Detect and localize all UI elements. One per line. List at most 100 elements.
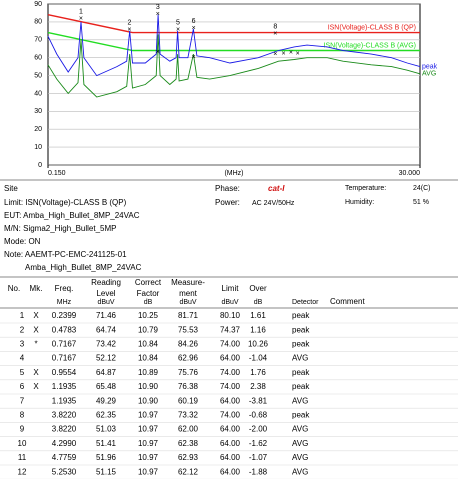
- phase-label: Phase:: [215, 184, 240, 193]
- cell: 3.8220: [52, 411, 77, 420]
- column-header: Freq.: [55, 284, 74, 293]
- cell: 0.2399: [52, 311, 77, 320]
- cell: 80.10: [220, 311, 241, 320]
- cell: 62.38: [178, 439, 199, 448]
- cell: -2.00: [249, 425, 268, 434]
- cell: 0.7167: [52, 354, 77, 363]
- cell: 5.2530: [52, 467, 77, 476]
- marker: ×: [79, 16, 83, 23]
- cell: 74.00: [220, 368, 241, 377]
- phase: cat-I: [268, 184, 285, 193]
- column-header: No.: [8, 284, 20, 293]
- column-header: Over: [249, 284, 267, 293]
- power: AC 24V/50Hz: [252, 200, 295, 207]
- column-header: Limit: [222, 284, 240, 293]
- cell: 51.96: [96, 453, 117, 462]
- cell: peak: [292, 368, 310, 377]
- cell: 75.76: [178, 368, 199, 377]
- cell: 51.03: [96, 425, 117, 434]
- column-header: Reading: [91, 278, 121, 287]
- series-line: [47, 34, 421, 98]
- cell: 1.61: [250, 311, 266, 320]
- cell: 62.93: [178, 453, 199, 462]
- cell: -1.07: [249, 453, 268, 462]
- y-tick-label: 30: [34, 108, 42, 115]
- cell: peak: [292, 311, 310, 320]
- cell: 4.2990: [52, 439, 77, 448]
- cell: 10.97: [138, 439, 159, 448]
- cell: 2.38: [250, 382, 266, 391]
- cell: 64.00: [220, 467, 241, 476]
- note-2: Amba_High_Bullet_8MP_24VAC: [25, 263, 142, 272]
- marker: ×: [156, 49, 160, 56]
- cell: 74.00: [220, 340, 241, 349]
- cell: 49.29: [96, 396, 117, 405]
- cell: 10.79: [138, 325, 159, 334]
- cell: 60.19: [178, 396, 199, 405]
- unit: dBuV: [179, 299, 196, 306]
- cell: 62.35: [96, 411, 117, 420]
- marker: ×: [192, 54, 196, 61]
- unit: dB: [254, 299, 263, 306]
- marker: ×: [289, 49, 293, 56]
- cell: 84.26: [178, 340, 199, 349]
- cell: 1.76: [250, 368, 266, 377]
- cell: AVG: [292, 439, 308, 448]
- marker-label: 2: [127, 20, 131, 27]
- cell: 2: [20, 325, 25, 334]
- cell: 10: [18, 439, 27, 448]
- cell: 76.38: [178, 382, 199, 391]
- cell: 7: [20, 396, 25, 405]
- marker-label: 6: [192, 18, 196, 25]
- cell: 51.15: [96, 467, 117, 476]
- temp-label: Temperature:: [345, 185, 386, 192]
- column-header: Mk.: [30, 284, 43, 293]
- cell: 64.00: [220, 453, 241, 462]
- marker: ×: [273, 31, 277, 38]
- series-line: [47, 31, 420, 52]
- cell: X: [33, 382, 39, 391]
- marker: ×: [192, 25, 196, 32]
- site: Site: [4, 184, 18, 193]
- legend-label: ISN(Voltage)-CLASS B (AVG): [324, 42, 416, 49]
- cell: 10.97: [138, 467, 159, 476]
- unit: dB: [144, 299, 153, 306]
- cell: 0.4783: [52, 325, 77, 334]
- x-axis-label: (MHz): [224, 170, 243, 177]
- cell: 6: [20, 382, 25, 391]
- cell: X: [33, 311, 39, 320]
- cell: 10.90: [138, 382, 159, 391]
- cell: 10.84: [138, 340, 159, 349]
- y-tick-label: 10: [34, 144, 42, 151]
- column-header: Detector: [292, 299, 319, 306]
- cell: 9: [20, 425, 25, 434]
- marker: ×: [127, 27, 131, 34]
- plot-area: [47, 3, 421, 166]
- cell: -3.81: [249, 396, 268, 405]
- series-line: [47, 14, 420, 34]
- column-header: Factor: [137, 289, 160, 298]
- marker: ×: [273, 51, 277, 58]
- cell: 81.71: [178, 311, 199, 320]
- temp: 24(C): [413, 185, 431, 192]
- legend-label: AVG: [422, 71, 436, 78]
- cell: 1.1935: [52, 382, 77, 391]
- cell: AVG: [292, 354, 308, 363]
- cell: 64.00: [220, 439, 241, 448]
- y-tick-label: 40: [34, 90, 42, 97]
- cell: 51.41: [96, 439, 117, 448]
- hum: 51 %: [413, 199, 429, 206]
- cell: 5: [20, 368, 25, 377]
- cell: 64.00: [220, 354, 241, 363]
- cell: 71.46: [96, 311, 117, 320]
- column-header: Level: [96, 289, 115, 298]
- cell: 0.9554: [52, 368, 77, 377]
- cell: 52.12: [96, 354, 117, 363]
- cell: 3.8220: [52, 425, 77, 434]
- cell: 62.00: [178, 425, 199, 434]
- cell: -1.04: [249, 354, 268, 363]
- marker-label: 1: [79, 9, 83, 16]
- hum-label: Humidity:: [345, 199, 374, 206]
- cell: 64.00: [220, 396, 241, 405]
